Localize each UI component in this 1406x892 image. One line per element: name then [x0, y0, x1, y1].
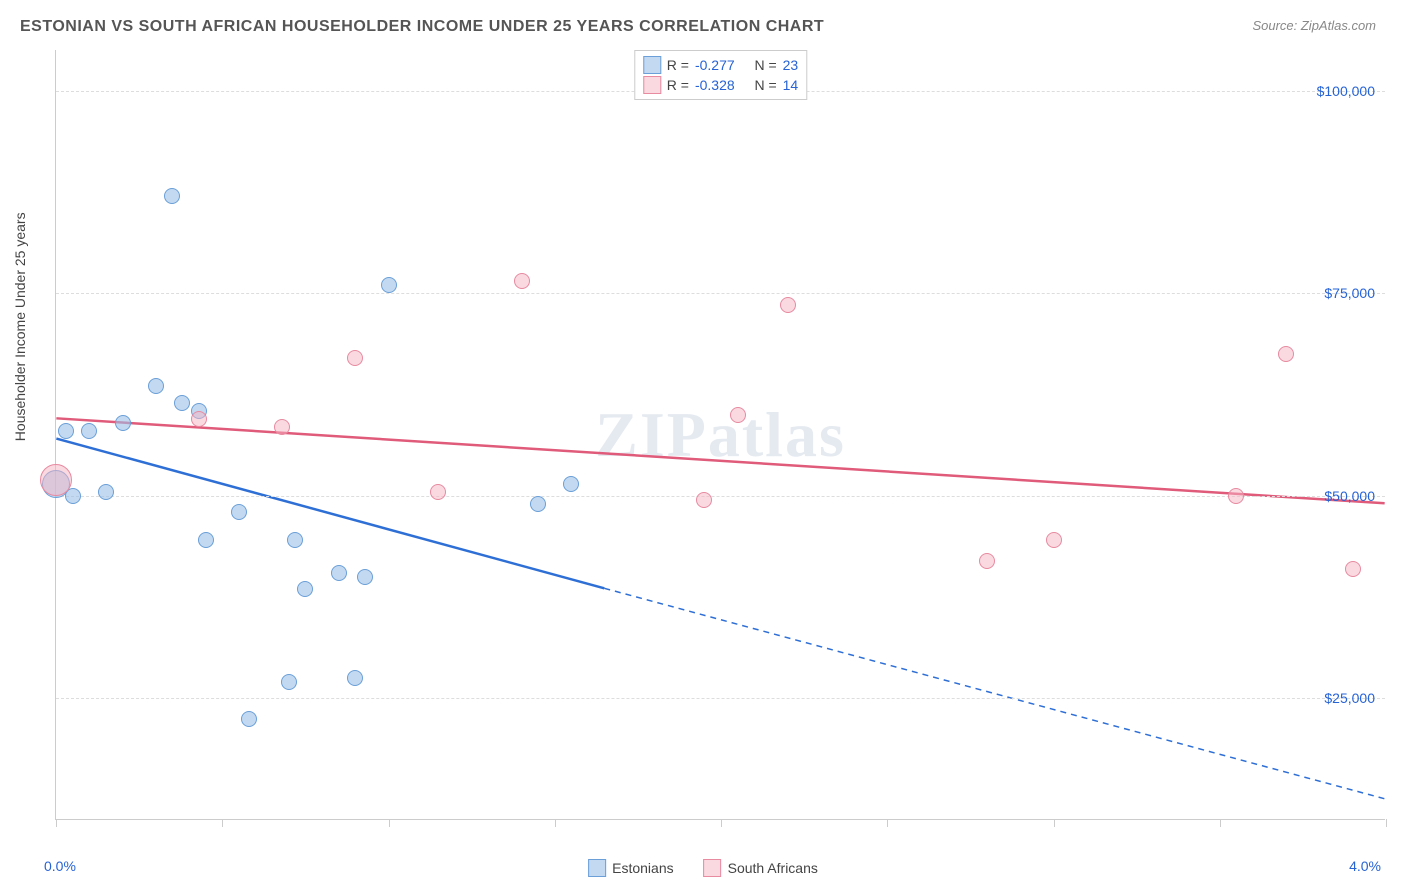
y-axis-title: Householder Income Under 25 years	[12, 212, 28, 441]
chart-source: Source: ZipAtlas.com	[1252, 18, 1376, 33]
data-point	[115, 415, 131, 431]
data-point	[381, 277, 397, 293]
trend-line-extension	[604, 588, 1384, 798]
data-point	[730, 407, 746, 423]
gridline	[56, 496, 1385, 497]
data-point	[430, 484, 446, 500]
data-point	[231, 504, 247, 520]
trend-line	[56, 418, 1384, 503]
data-point	[514, 273, 530, 289]
y-tick-label: $75,000	[1324, 285, 1375, 301]
gridline	[56, 293, 1385, 294]
data-point	[297, 581, 313, 597]
data-point	[241, 711, 257, 727]
data-point	[1345, 561, 1361, 577]
x-tick	[56, 819, 57, 827]
chart-title: ESTONIAN VS SOUTH AFRICAN HOUSEHOLDER IN…	[20, 18, 824, 36]
trend-line	[56, 439, 604, 589]
data-point	[281, 674, 297, 690]
legend-bottom: Estonians South Africans	[588, 859, 818, 877]
legend-stats-row: R = -0.277 N = 23	[643, 55, 798, 75]
x-tick	[555, 819, 556, 827]
data-point	[979, 553, 995, 569]
data-point	[331, 565, 347, 581]
data-point	[530, 496, 546, 512]
x-tick	[1386, 819, 1387, 827]
data-point	[347, 670, 363, 686]
stat-r-label: R =	[667, 57, 689, 73]
x-tick	[1054, 819, 1055, 827]
x-tick	[721, 819, 722, 827]
stat-r-value: -0.277	[695, 57, 735, 73]
y-tick-label: $50,000	[1324, 488, 1375, 504]
stat-n-label: N =	[754, 57, 776, 73]
x-tick	[1220, 819, 1221, 827]
data-point	[191, 411, 207, 427]
correlation-chart: ESTONIAN VS SOUTH AFRICAN HOUSEHOLDER IN…	[0, 0, 1406, 892]
x-tick	[887, 819, 888, 827]
stat-n-value: 14	[783, 77, 799, 93]
data-point	[58, 423, 74, 439]
data-point	[287, 532, 303, 548]
legend-swatch	[704, 859, 722, 877]
plot-area: R = -0.277 N = 23R = -0.328 N = 14 ZIPat…	[55, 50, 1385, 820]
data-point	[347, 350, 363, 366]
data-point	[1228, 488, 1244, 504]
trend-lines	[56, 50, 1385, 819]
legend-swatch	[588, 859, 606, 877]
stat-n-label: N =	[754, 77, 776, 93]
data-point	[164, 188, 180, 204]
watermark: ZIPatlas	[595, 398, 846, 472]
legend-label: South Africans	[728, 860, 818, 876]
legend-stats-row: R = -0.328 N = 14	[643, 75, 798, 95]
stat-r-label: R =	[667, 77, 689, 93]
y-tick-label: $25,000	[1324, 690, 1375, 706]
y-tick-label: $100,000	[1317, 83, 1375, 99]
data-point	[563, 476, 579, 492]
x-axis-start-label: 0.0%	[44, 858, 76, 874]
data-point	[98, 484, 114, 500]
legend-label: Estonians	[612, 860, 673, 876]
data-point	[148, 378, 164, 394]
data-point	[696, 492, 712, 508]
gridline	[56, 698, 1385, 699]
data-point	[780, 297, 796, 313]
legend-item: South Africans	[704, 859, 818, 877]
x-tick	[222, 819, 223, 827]
legend-stats-box: R = -0.277 N = 23R = -0.328 N = 14	[634, 50, 807, 100]
x-tick	[389, 819, 390, 827]
legend-item: Estonians	[588, 859, 673, 877]
legend-swatch	[643, 56, 661, 74]
stat-r-value: -0.328	[695, 77, 735, 93]
data-point	[174, 395, 190, 411]
data-point	[357, 569, 373, 585]
data-point	[1278, 346, 1294, 362]
data-point	[1046, 532, 1062, 548]
data-point	[274, 419, 290, 435]
data-point	[40, 464, 72, 496]
legend-swatch	[643, 76, 661, 94]
stat-n-value: 23	[783, 57, 799, 73]
data-point	[198, 532, 214, 548]
data-point	[81, 423, 97, 439]
x-axis-end-label: 4.0%	[1349, 858, 1381, 874]
